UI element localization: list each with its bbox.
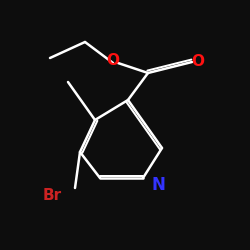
Text: O: O	[106, 53, 120, 68]
Text: Br: Br	[42, 188, 62, 202]
Text: N: N	[151, 176, 165, 194]
Text: O: O	[192, 54, 205, 70]
